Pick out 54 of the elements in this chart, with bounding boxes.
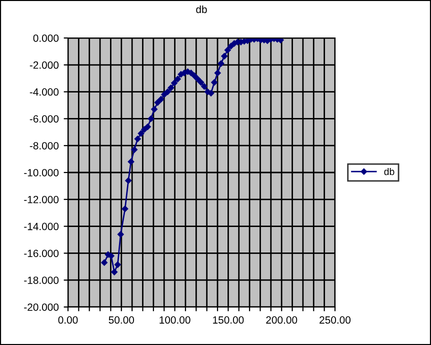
x-tick-label: 50.00 (108, 316, 134, 324)
point (108, 252, 114, 260)
point (114, 261, 121, 268)
y-tick-label: -16.000 (24, 250, 59, 258)
point (224, 46, 231, 54)
point (118, 231, 124, 238)
point (218, 60, 224, 67)
point (144, 124, 151, 130)
chart-title: db (196, 5, 207, 14)
x-tick-label: 0.00 (58, 316, 78, 324)
point (131, 146, 138, 153)
y-tick-label: -18.000 (24, 276, 59, 284)
x-tick-label: 200.00 (266, 316, 298, 324)
legend-label: db (384, 168, 394, 176)
y-tick-label: -8.000 (30, 142, 59, 150)
point (154, 99, 161, 106)
point (128, 158, 134, 165)
point (141, 126, 148, 133)
point (191, 72, 198, 79)
y-tick-label: -12.000 (24, 196, 59, 204)
point (221, 53, 228, 60)
point (122, 206, 128, 212)
y-tick-label: 0.000 (33, 34, 59, 42)
point (111, 268, 118, 276)
point (228, 42, 234, 50)
y-tick-label: -20.000 (24, 304, 59, 311)
point (164, 88, 171, 95)
point (184, 68, 191, 75)
point (194, 76, 201, 82)
x-tick-label: 250.00 (320, 316, 351, 324)
point (148, 116, 154, 122)
point (208, 90, 214, 96)
y-tick-label: -4.000 (30, 88, 59, 96)
point (174, 76, 181, 82)
point (158, 96, 164, 102)
x-tick-label: 150.00 (213, 316, 244, 324)
y-tick-label: -6.000 (30, 115, 59, 123)
point (101, 259, 108, 266)
point (214, 70, 221, 76)
point (125, 177, 132, 184)
x-tick-label: 100.00 (160, 316, 190, 324)
point (171, 80, 178, 86)
point (168, 84, 174, 91)
point (211, 79, 218, 86)
point (151, 106, 158, 112)
point (134, 136, 141, 142)
y-tick-label: -10.000 (24, 169, 59, 176)
point (188, 70, 194, 76)
point (201, 83, 208, 90)
point (138, 130, 144, 137)
point (198, 79, 204, 86)
y-tick-label: -14.000 (24, 222, 59, 230)
point (161, 91, 168, 98)
y-tick-label: -2.000 (30, 61, 59, 69)
